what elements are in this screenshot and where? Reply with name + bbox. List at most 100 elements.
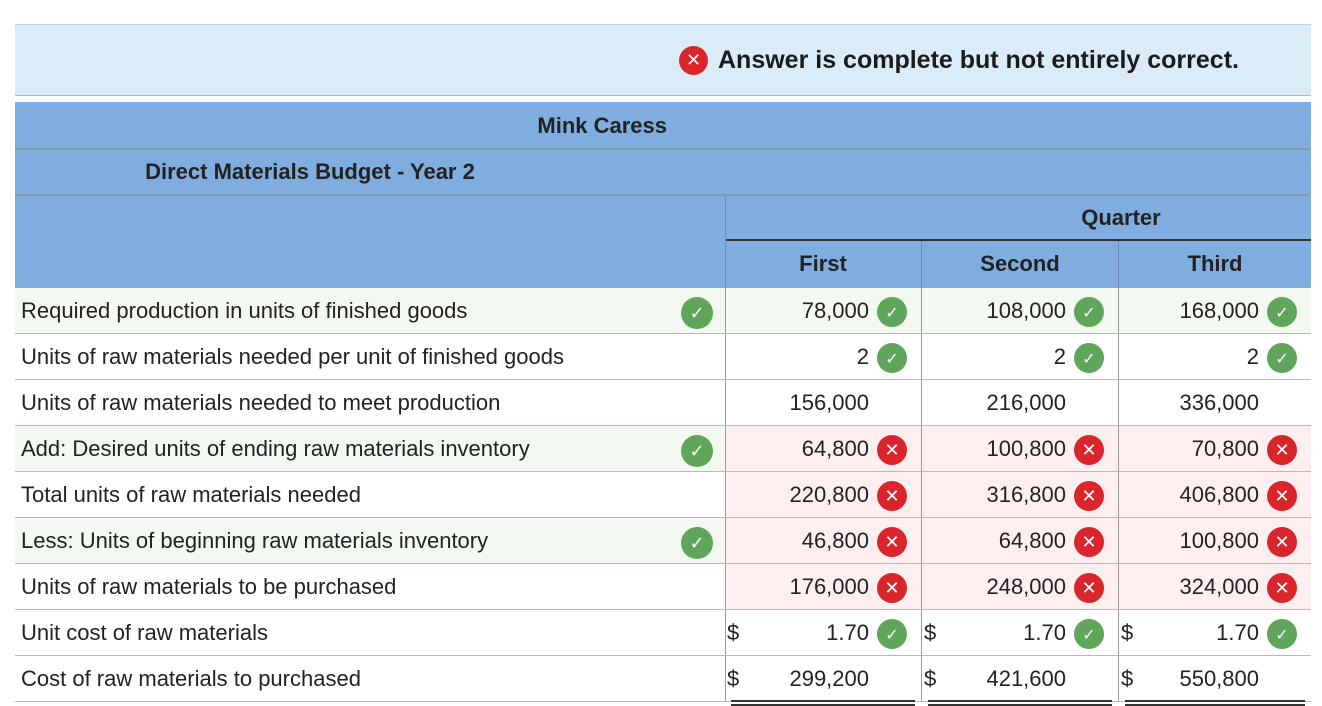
value-cell[interactable]: 100,800 ✕ [922,426,1118,472]
value-cell[interactable]: 108,000 ✓ [922,288,1118,334]
value-cell[interactable]: 168,000 ✓ [1119,288,1311,334]
x-icon: ✕ [1267,527,1297,557]
divider [15,148,1311,150]
row-label-cell [15,518,725,564]
check-icon: ✓ [681,527,713,559]
divider [15,609,1311,610]
divider [15,379,1311,380]
value-cell[interactable]: $1.70 ✓ [1119,610,1311,656]
value-text: 406,800 [1179,482,1259,507]
currency-symbol: $ [727,666,740,691]
x-icon: ✕ [877,573,907,603]
table-row: Add: Desired units of ending raw materia… [15,426,1311,472]
divider [1118,564,1119,610]
row-label: Unit cost of raw materials [21,620,268,645]
divider [725,288,726,334]
divider [921,241,922,288]
value-cell[interactable]: 248,000 ✕ [922,564,1118,610]
value-cell[interactable]: 336,000 [1119,380,1311,426]
row-label: Total units of raw materials needed [21,482,361,507]
check-icon: ✓ [1267,619,1297,649]
column-header-third: Third [1187,251,1243,276]
value-cell[interactable]: 176,000 ✕ [725,564,921,610]
value-cell[interactable]: 156,000 [725,380,921,426]
x-icon: ✕ [1074,435,1104,465]
divider [725,334,726,380]
value-cell[interactable]: 70,800 ✕ [1119,426,1311,472]
header-title-row: Direct Materials Budget - Year 2 [15,150,1311,194]
check-icon: ✓ [1074,619,1104,649]
divider [15,425,1311,426]
value-cell[interactable]: 64,800 ✕ [725,426,921,472]
divider [1118,380,1119,426]
currency-symbol: $ [1121,666,1134,691]
column-header-first: First [799,251,847,276]
divider [725,196,726,288]
value-cell[interactable]: 406,800 ✕ [1119,472,1311,518]
table-row: Unit cost of raw materials $1.70 ✓ $1.70 ✓ $1… [15,610,1311,656]
feedback-banner: ✕ Answer is complete but not entirely co… [15,24,1311,96]
table-row: Units of raw materials needed to meet pr… [15,380,1311,426]
value-text: 216,000 [986,390,1066,415]
value-cell[interactable]: 324,000 ✕ [1119,564,1311,610]
x-icon: ✕ [679,46,708,75]
value-cell[interactable]: 64,800 ✕ [922,518,1118,564]
quarter-group-label: Quarter [1081,205,1161,230]
value-text: 421,600 [986,666,1066,691]
table-row: Units of raw materials needed per unit o… [15,334,1311,380]
divider [921,334,922,380]
value-cell[interactable]: $1.70 ✓ [922,610,1118,656]
divider [725,426,726,472]
table-row: Less: Units of beginning raw materials i… [15,518,1311,564]
value-cell[interactable]: $550,800 [1119,656,1311,702]
value-cell[interactable]: 216,000 [922,380,1118,426]
x-icon: ✕ [877,435,907,465]
divider [1118,334,1119,380]
table-row: Cost of raw materials to purchased $299,2… [15,656,1311,702]
value-text: 550,800 [1179,666,1259,691]
value-text: 2 [1246,344,1259,369]
divider [725,380,726,426]
check-icon: ✓ [877,343,907,373]
value-text: 1.70 [1216,620,1259,645]
value-cell[interactable]: 2 ✓ [725,334,921,380]
row-label: Units of raw materials to be purchased [21,574,397,599]
value-text: 2 [856,344,869,369]
value-text: 336,000 [1179,390,1259,415]
value-cell[interactable]: $1.70 ✓ [725,610,921,656]
divider [725,610,726,656]
x-icon: ✕ [877,481,907,511]
check-icon: ✓ [1267,297,1297,327]
row-label-cell [15,426,725,472]
value-cell[interactable]: 100,800 ✕ [1119,518,1311,564]
divider [921,610,922,656]
x-icon: ✕ [1267,573,1297,603]
header-columns-row: Quarter First Second Third [15,196,1311,288]
value-text: 176,000 [789,574,869,599]
divider [725,239,1311,241]
value-cell[interactable]: 78,000 ✓ [725,288,921,334]
check-icon: ✓ [681,435,713,467]
value-cell[interactable]: 220,800 ✕ [725,472,921,518]
check-icon: ✓ [1074,343,1104,373]
value-cell[interactable]: $299,200 [725,656,921,702]
x-icon: ✕ [1074,573,1104,603]
row-label: Units of raw materials needed per unit o… [21,344,564,369]
feedback-message-wrap: ✕ Answer is complete but not entirely co… [679,46,1239,75]
divider [725,656,726,702]
double-underline [1125,700,1305,702]
divider [1118,288,1119,334]
value-cell[interactable]: 2 ✓ [1119,334,1311,380]
double-underline [731,700,915,702]
x-icon: ✕ [1074,481,1104,511]
value-cell[interactable]: 2 ✓ [922,334,1118,380]
divider [1118,610,1119,656]
currency-symbol: $ [924,620,937,645]
value-text: 324,000 [1179,574,1259,599]
currency-symbol: $ [1121,620,1134,645]
row-label: Units of raw materials needed to meet pr… [21,390,501,415]
value-cell[interactable]: 46,800 ✕ [725,518,921,564]
value-cell[interactable]: 316,800 ✕ [922,472,1118,518]
value-cell[interactable]: $421,600 [922,656,1118,702]
divider [921,564,922,610]
